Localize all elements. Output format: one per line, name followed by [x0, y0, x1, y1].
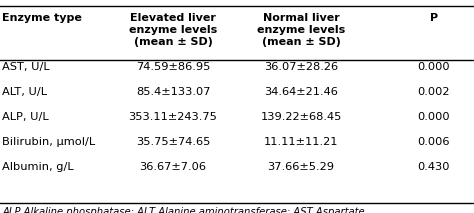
Text: Normal liver
enzyme levels
(mean ± SD): Normal liver enzyme levels (mean ± SD)	[257, 13, 345, 47]
Text: 11.11±11.21: 11.11±11.21	[264, 137, 338, 147]
Text: Bilirubin, μmol/L: Bilirubin, μmol/L	[2, 137, 95, 147]
Text: 34.64±21.46: 34.64±21.46	[264, 87, 338, 97]
Text: 0.006: 0.006	[418, 137, 450, 147]
Text: 0.000: 0.000	[418, 62, 450, 72]
Text: 0.430: 0.430	[418, 162, 450, 172]
Text: 0.000: 0.000	[418, 112, 450, 122]
Text: Enzyme type: Enzyme type	[2, 13, 82, 23]
Text: 0.002: 0.002	[418, 87, 450, 97]
Text: 35.75±74.65: 35.75±74.65	[136, 137, 210, 147]
Text: 139.22±68.45: 139.22±68.45	[260, 112, 342, 122]
Text: 36.07±28.26: 36.07±28.26	[264, 62, 338, 72]
Text: ALP Alkaline phosphatase; ALT Alanine aminotransferase; AST Aspartate: ALP Alkaline phosphatase; ALT Alanine am…	[2, 207, 365, 213]
Text: 353.11±243.75: 353.11±243.75	[128, 112, 218, 122]
Text: Albumin, g/L: Albumin, g/L	[2, 162, 74, 172]
Text: ALP, U/L: ALP, U/L	[2, 112, 49, 122]
Text: Elevated liver
enzyme levels
(mean ± SD): Elevated liver enzyme levels (mean ± SD)	[129, 13, 217, 47]
Text: 74.59±86.95: 74.59±86.95	[136, 62, 210, 72]
Text: 36.67±7.06: 36.67±7.06	[139, 162, 207, 172]
Text: P: P	[429, 13, 438, 23]
Text: ALT, U/L: ALT, U/L	[2, 87, 47, 97]
Text: 37.66±5.29: 37.66±5.29	[267, 162, 335, 172]
Text: AST, U/L: AST, U/L	[2, 62, 50, 72]
Text: 85.4±133.07: 85.4±133.07	[136, 87, 210, 97]
